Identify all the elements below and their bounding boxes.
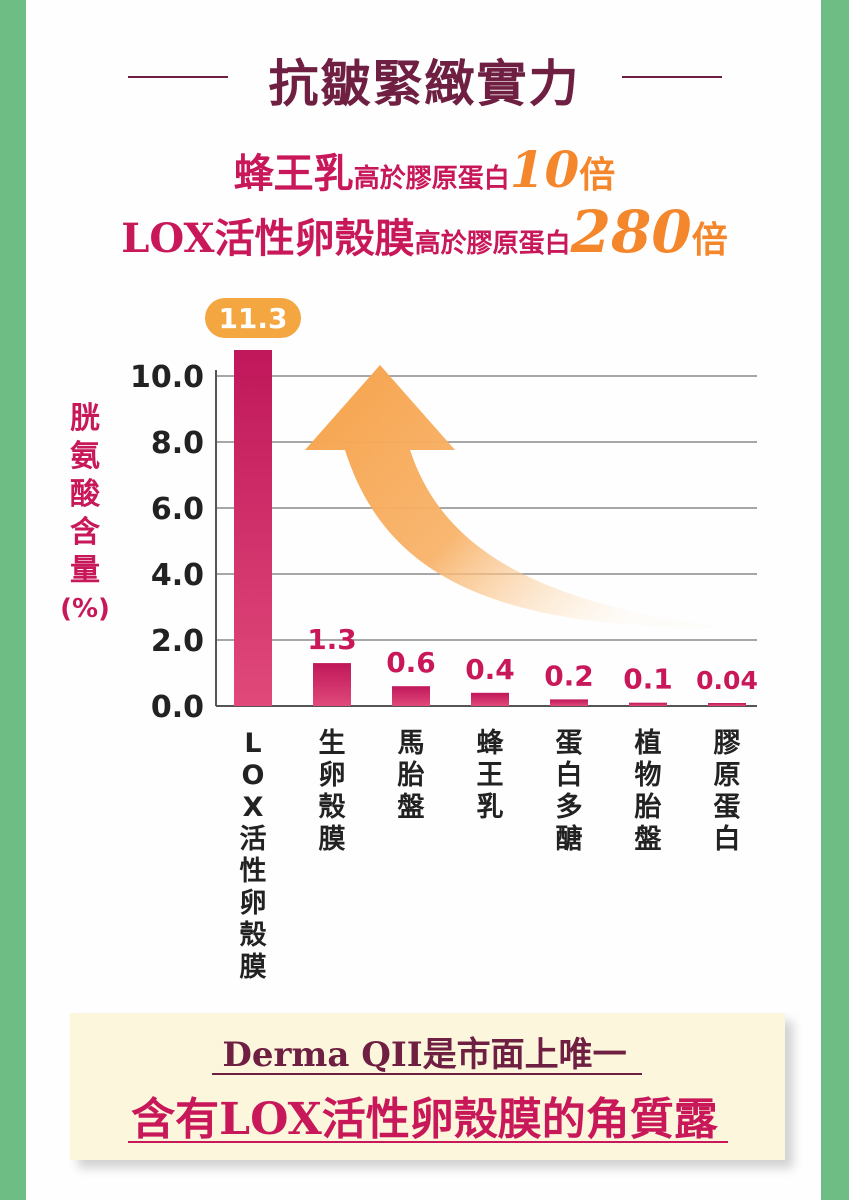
claim-line-2: LOX活性卵殼膜高於膠原蛋白280倍 [0,198,849,268]
title-left-rule [128,76,228,78]
claim-1-comparison: 高於膠原蛋白 [353,164,510,194]
claim-1-suffix: 倍 [579,154,616,196]
category-label-char: 醣 [556,823,583,855]
claim-2-suffix: 倍 [691,219,728,261]
category-label-char: 原 [714,760,741,791]
category-label-char: 白 [556,759,583,791]
title-right-rule [622,76,722,78]
bar-4 [550,699,588,706]
category-label-char: 卵 [319,760,346,791]
y-axis-label-char: 酸 [70,477,100,512]
value-label: 0.2 [544,659,594,692]
y-axis-label-char: 量 [70,553,100,588]
footer-line-2: 含有LOX活性卵殼膜的角質露 [131,1094,718,1145]
bar-2 [392,686,430,706]
category-label-char: 植 [635,727,662,759]
value-label: 0.4 [465,653,515,686]
y-tick-label: 6.0 [151,492,204,527]
cystine-content-chart: 0.02.04.06.08.010.0 11.3LOX活性卵殼膜1.3生卵殼膜0… [130,298,758,983]
value-label: 11.3 [218,302,287,335]
category-label-char: 胎 [635,792,662,823]
bar-5 [629,702,667,706]
y-tick-label: 4.0 [151,558,204,593]
category-label-char: 王 [477,760,504,791]
claim-line-1: 蜂王乳高於膠原蛋白10倍 [0,140,849,200]
claim-2-multiplier: 280 [570,198,692,266]
category-label-char: 蜂 [477,728,505,759]
rising-arrow-icon [305,365,720,628]
category-label-char: 殼 [319,792,347,823]
category-label-char: 殼 [240,920,268,951]
category-label-char: 盤 [635,824,663,855]
content-panel [26,0,821,1200]
category-label-char: 胎 [398,760,425,791]
category-label-char: L [244,728,261,759]
value-label: 0.1 [623,663,673,696]
y-tick-label: 8.0 [151,426,204,461]
y-axis-label-char: 胱 [70,401,100,436]
y-tick-label: 10.0 [130,360,204,395]
category-label-char: 膜 [240,952,267,983]
category-label-char: X [243,792,264,823]
category-label-char: 蛋 [714,792,741,823]
category-label-char: 活 [240,824,267,855]
footer-line-2-underline [128,1141,728,1143]
category-label-char: 馬 [398,728,425,759]
category-label-char: O [242,760,265,791]
y-axis-label-char: 含 [70,515,100,550]
y-tick-label: 0.0 [151,690,204,725]
bar-0 [234,350,272,706]
footer-line-1-underline [212,1073,642,1075]
category-label-char: 盤 [398,792,426,823]
bars-layer [234,350,746,706]
category-label-char: 膜 [319,824,346,855]
bar-3 [471,692,509,706]
y-axis-label-char: (%) [60,594,110,624]
title-row: 抗皺緊緻實力 [0,38,849,118]
bar-6 [708,703,746,706]
category-label-char: 蛋 [556,728,583,759]
grid-layer: 0.0 2.0 4.0 6.0 8.0 10.0 [130,360,757,725]
category-label-char: 白 [714,823,741,855]
claim-1-subject: 蜂王乳 [233,150,354,197]
bar-1 [313,663,351,706]
claim-2-comparison: 高於膠原蛋白 [414,229,571,259]
category-label-char: 卵 [240,888,267,919]
y-axis-label-char: 氨 [70,439,100,474]
y-axis-label: 胱氨酸含量 (%) [60,400,110,628]
y-tick-label: 2.0 [151,624,204,659]
category-label-char: 膠 [714,728,741,759]
footer-line-1: Derma QII是市面上唯一 [222,1035,627,1075]
value-label: 0.04 [696,666,758,695]
page-title: 抗皺緊緻實力 [268,54,581,113]
footer-box [70,1013,785,1160]
category-label-char: 乳 [477,792,504,823]
category-label-char: 性 [240,856,267,887]
labels-layer: 11.3LOX活性卵殼膜1.3生卵殼膜0.6馬胎盤0.4蜂王乳0.2蛋白多醣0.… [205,298,758,983]
value-label: 0.6 [386,646,436,679]
category-label-char: 多 [556,792,583,823]
claim-2-subject: LOX活性卵殼膜 [121,215,415,262]
claim-1-multiplier: 10 [509,140,580,199]
value-label: 1.3 [307,623,357,656]
category-label-char: 物 [635,760,662,791]
category-label-char: 生 [319,728,346,759]
value-label-badge [205,298,301,338]
